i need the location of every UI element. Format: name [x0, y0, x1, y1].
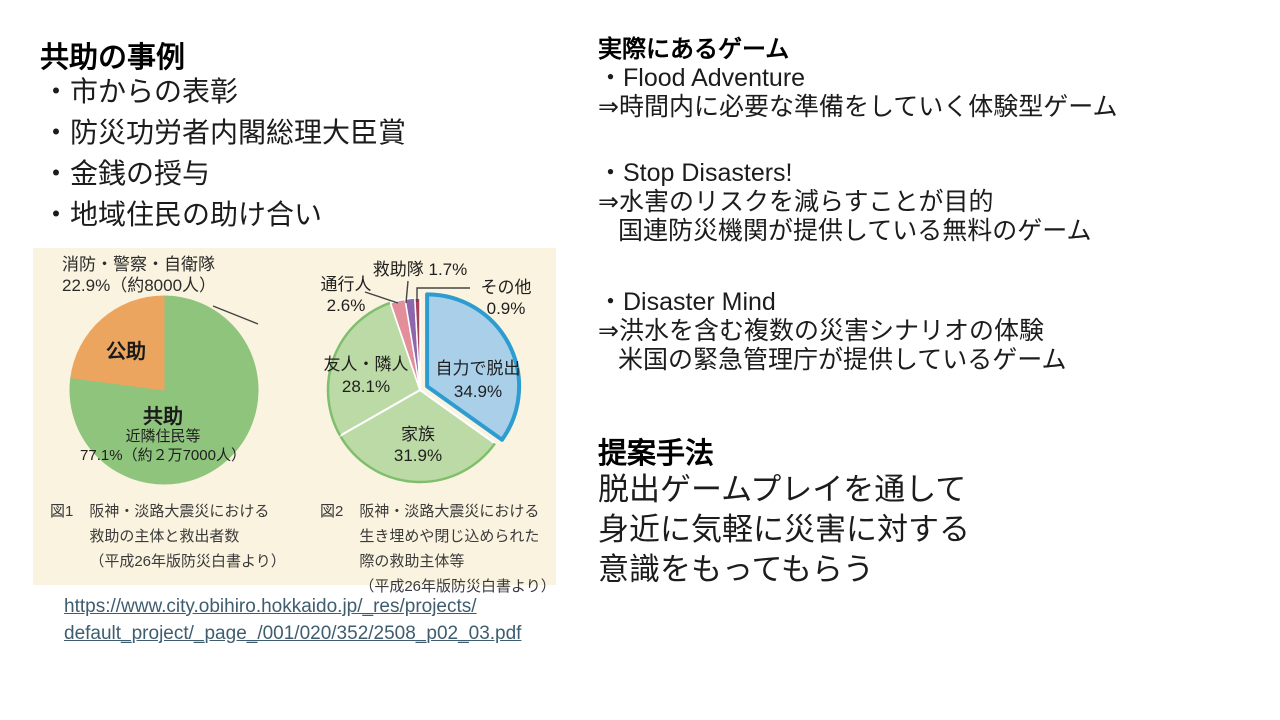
- source-url-link-line2[interactable]: default_project/_page_/001/020/352/2508_…: [64, 623, 522, 644]
- bullet-item: ・防災功労者内閣総理大臣賞: [42, 117, 407, 148]
- leader-line-others: [416, 287, 470, 302]
- pie-slice-rim: [326, 301, 391, 437]
- pie-slice: [70, 295, 165, 391]
- game-flood-adventure: ・Flood Adventure ⇒時間内に必要な準備をしていく体験型ゲーム: [598, 64, 1117, 122]
- label-self-escape: 自力で脱出 34.9%: [435, 359, 521, 401]
- label-others: その他 0.9%: [480, 278, 532, 318]
- game-desc: ⇒時間内に必要な準備をしていく体験型ゲーム: [598, 93, 1118, 121]
- label-passerby: 通行人 2.6%: [320, 275, 372, 315]
- leader-line-passerby: [364, 291, 399, 304]
- bullet-item: ・市からの表彰: [42, 76, 239, 107]
- source-url: https://www.city.obihiro.hokkaido.jp/_re…: [64, 593, 521, 647]
- leader-line-rescue-team: [405, 280, 409, 304]
- pie-slice-rim: [339, 435, 496, 484]
- game-desc: 米国の緊急管理庁が提供しているゲーム: [618, 346, 1067, 374]
- bullet-item: ・地域住民の助け合い: [42, 199, 323, 230]
- game-desc: ⇒洪水を含む複数の災害シナリオの体験: [598, 317, 1044, 345]
- pie-charts-panel: 消防・警察・自衛隊 22.9%（約8000人） 公助 共助 近隣住民等 77.1…: [33, 248, 556, 595]
- game-name: ・Stop Disasters!: [598, 159, 793, 187]
- figure2-caption: 図2 阪神・淡路大震災における 生き埋めや閉じ込められた 際の救助主体等 （平成…: [320, 499, 556, 599]
- label-kyojo-value: 77.1%（約２万7000人）: [80, 447, 246, 464]
- label-koujo: 公助: [106, 341, 146, 363]
- game-stop-disasters: ・Stop Disasters! ⇒水害のリスクを減らすことが目的 国連防災機関…: [598, 159, 1092, 246]
- leader-lines: [212, 280, 470, 325]
- pie-charts-figure: [69, 280, 522, 485]
- source-url-link-line1[interactable]: https://www.city.obihiro.hokkaido.jp/_re…: [64, 596, 477, 617]
- game-name: ・Flood Adventure: [598, 64, 806, 92]
- label-kyojo-sub: 近隣住民等: [125, 428, 201, 445]
- left-bullet-list: ・市からの表彰 ・防災功労者内閣総理大臣賞 ・金銭の授与 ・地域住民の助け合い: [42, 71, 406, 235]
- game-disaster-mind: ・Disaster Mind ⇒洪水を含む複数の災害シナリオの体験 米国の緊急管…: [598, 288, 1067, 375]
- label-fire-police-sdf: 消防・警察・自衛隊 22.9%（約8000人）: [62, 255, 217, 295]
- proposal-body: 脱出ゲームプレイを通して 身近に気軽に災害に対する 意識をもってもらう: [598, 472, 970, 587]
- game-desc: ⇒水害のリスクを減らすことが目的: [598, 188, 994, 216]
- games-heading: 実際にあるゲーム: [598, 36, 790, 63]
- figure1-number: 図1: [50, 503, 74, 520]
- left-heading: 共助の事例: [40, 42, 186, 74]
- pie-slice: [425, 292, 522, 442]
- label-family: 家族 31.9%: [393, 425, 443, 465]
- proposal-heading: 提案手法: [598, 438, 715, 470]
- game-name: ・Disaster Mind: [598, 288, 776, 316]
- figure1-caption: 図1 阪神・淡路大震災における 救助の主体と救出者数 （平成26年版防災白書より…: [50, 499, 286, 574]
- figure2-number: 図2: [320, 503, 344, 520]
- label-friends-neighbors: 友人・隣人 28.1%: [323, 355, 409, 396]
- label-rescue-team: 救助隊 1.7%: [372, 260, 468, 279]
- label-kyojo: 共助: [143, 406, 183, 428]
- game-desc: 国連防災機関が提供している無料のゲーム: [618, 217, 1092, 245]
- bullet-item: ・金銭の授与: [42, 158, 211, 189]
- leader-line-koujo: [212, 305, 259, 325]
